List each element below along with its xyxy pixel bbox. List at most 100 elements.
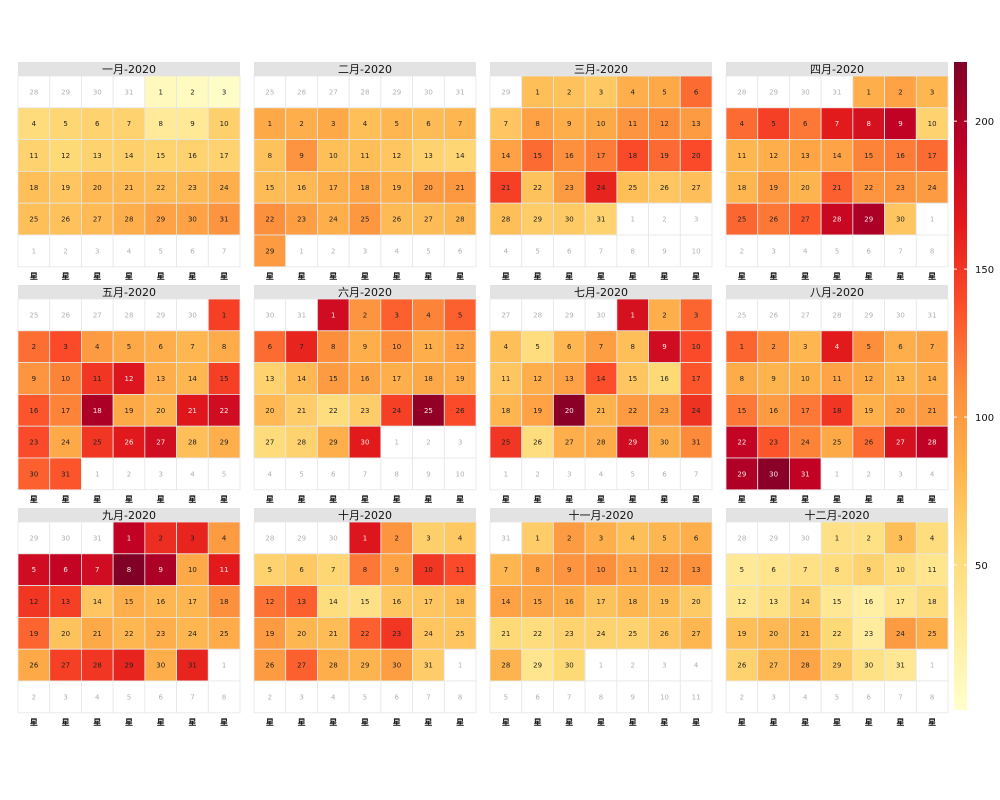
empty-day-cell [443, 680, 477, 714]
day-number: 29 [769, 88, 778, 96]
day-cell [144, 617, 177, 650]
day-number: 4 [222, 534, 227, 542]
day-number: 26 [456, 407, 465, 415]
day-number: 10 [928, 120, 937, 128]
day-number: 11 [928, 566, 937, 574]
empty-day-cell [489, 457, 523, 491]
weekday-label: 星 [833, 494, 841, 504]
day-number: 20 [692, 152, 701, 160]
day-cell [207, 139, 241, 172]
day-cell [584, 553, 618, 586]
empty-day-cell [207, 648, 241, 682]
day-number: 4 [630, 534, 635, 542]
weekday-label: 星 [738, 717, 746, 727]
day-number: 5 [222, 470, 226, 478]
day-number: 16 [361, 375, 370, 383]
day-number: 25 [29, 216, 38, 224]
day-number: 31 [61, 470, 70, 478]
day-cell [521, 330, 554, 363]
day-number: 21 [833, 184, 842, 192]
empty-day-cell [17, 298, 51, 332]
day-cell [317, 330, 350, 363]
day-number: 24 [597, 630, 606, 638]
empty-day-cell [553, 457, 586, 491]
empty-day-cell [285, 75, 318, 109]
day-number: 28 [265, 534, 274, 542]
day-number: 19 [769, 184, 778, 192]
month-title: 八月-2020 [810, 286, 864, 299]
weekday-label: 星 [865, 717, 873, 727]
day-number: 4 [363, 120, 368, 128]
day-cell [317, 617, 350, 650]
day-number: 9 [630, 693, 634, 701]
day-cell [253, 585, 287, 618]
day-number: 8 [835, 566, 839, 574]
day-number: 3 [394, 311, 398, 319]
day-number: 11 [456, 566, 465, 574]
day-number: 10 [692, 247, 701, 255]
day-number: 25 [424, 407, 433, 415]
day-number: 18 [424, 375, 433, 383]
day-number: 22 [220, 407, 229, 415]
day-number: 5 [299, 470, 303, 478]
day-number: 3 [567, 470, 571, 478]
empty-day-cell [49, 234, 82, 268]
empty-day-cell [17, 234, 51, 268]
day-cell [616, 330, 649, 363]
day-number: 4 [694, 662, 699, 670]
day-cell [584, 362, 618, 395]
day-number: 14 [501, 152, 510, 160]
day-cell [285, 202, 318, 236]
day-number: 27 [801, 216, 810, 224]
day-cell [616, 585, 649, 618]
day-cell [616, 393, 649, 427]
weekday-label: 星 [660, 494, 668, 504]
day-number: 3 [426, 534, 430, 542]
day-cell [679, 521, 713, 555]
weekday-label: 星 [393, 494, 401, 504]
day-cell [380, 107, 413, 141]
day-number: 2 [127, 470, 131, 478]
day-number: 4 [268, 470, 273, 478]
day-cell [443, 362, 477, 395]
weekday-label: 星 [597, 717, 605, 727]
day-number: 4 [127, 247, 132, 255]
day-number: 24 [928, 184, 937, 192]
day-cell [489, 362, 523, 395]
day-number: 25 [628, 184, 637, 192]
day-number: 8 [158, 120, 162, 128]
weekday-label: 星 [597, 494, 605, 504]
day-cell [679, 585, 713, 618]
weekday-label: 星 [361, 271, 369, 281]
empty-day-cell [112, 680, 146, 714]
day-number: 2 [63, 247, 67, 255]
day-number: 3 [771, 247, 775, 255]
empty-day-cell [81, 234, 114, 268]
day-cell [112, 585, 146, 618]
day-number: 1 [158, 88, 162, 96]
day-cell [207, 425, 241, 459]
day-number: 11 [628, 120, 637, 128]
day-cell [285, 393, 318, 427]
day-number: 20 [265, 407, 274, 415]
day-number: 30 [361, 439, 370, 447]
day-number: 26 [61, 311, 70, 319]
day-cell [852, 425, 885, 459]
weekday-label: 星 [62, 494, 70, 504]
day-number: 28 [833, 216, 842, 224]
day-number: 1 [535, 88, 539, 96]
day-number: 5 [662, 534, 666, 542]
legend-tick-label: 150 [975, 265, 994, 276]
weekday-label: 星 [565, 271, 573, 281]
day-number: 8 [866, 120, 870, 128]
day-number: 31 [896, 662, 905, 670]
day-cell [443, 617, 477, 650]
empty-day-cell [81, 298, 114, 332]
month-title-strip [18, 508, 240, 522]
month-title-strip [18, 285, 240, 299]
day-number: 14 [329, 598, 338, 606]
day-cell [915, 139, 949, 172]
day-cell [112, 170, 146, 204]
day-cell [757, 393, 790, 427]
empty-day-cell [553, 298, 586, 332]
